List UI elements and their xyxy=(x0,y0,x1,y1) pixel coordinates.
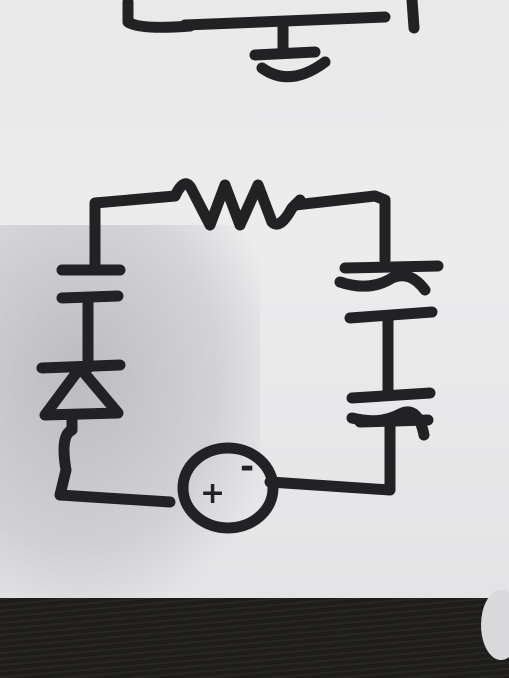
top-wire-right xyxy=(406,0,420,34)
wire-left-bottom xyxy=(54,409,176,508)
diode-triangle xyxy=(39,362,124,421)
table-surface xyxy=(0,598,509,678)
wire-top-right xyxy=(289,190,391,266)
finger-tip xyxy=(481,590,509,660)
cap2-bottom-plate xyxy=(354,414,434,428)
cap2-top-plate xyxy=(346,387,436,404)
main-circuit xyxy=(36,178,444,534)
voltage-source-circle xyxy=(177,442,279,534)
wire-right-bottom xyxy=(264,419,396,496)
circuit-drawing: + - xyxy=(36,0,444,534)
resistor-zigzag xyxy=(169,178,306,231)
source-minus-label: - xyxy=(240,447,254,487)
top-partial-circuit xyxy=(122,0,420,83)
wire-top-left xyxy=(89,190,181,271)
cap1-top-plate xyxy=(339,260,444,274)
source-plus-label: + xyxy=(200,476,225,511)
cap1-curl xyxy=(334,270,431,296)
ground-symbol xyxy=(249,46,331,83)
